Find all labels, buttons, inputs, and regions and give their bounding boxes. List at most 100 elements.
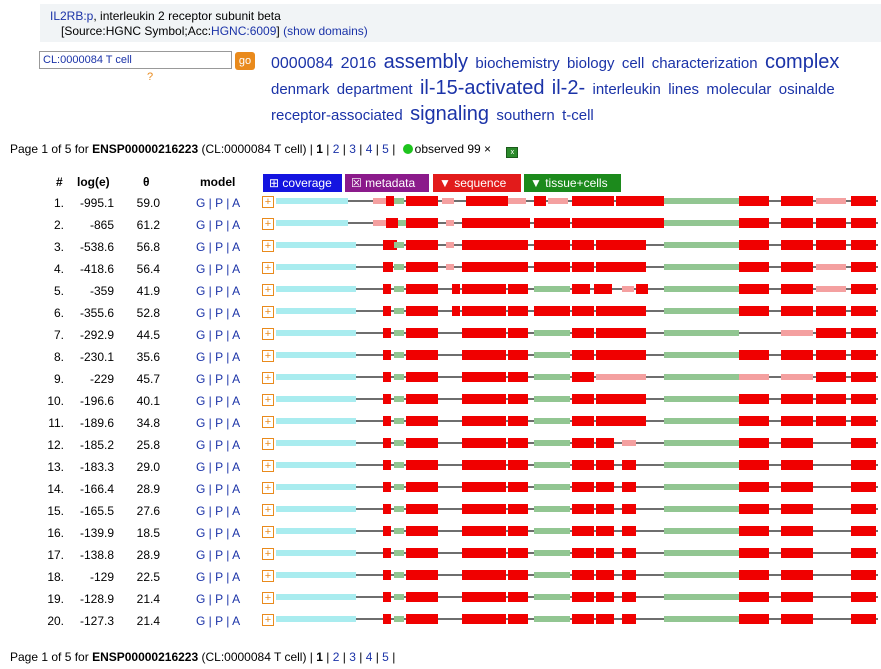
keyword-osinalde[interactable]: osinalde xyxy=(778,81,835,98)
model-link-g[interactable]: G xyxy=(196,526,206,540)
model-link-g[interactable]: G xyxy=(196,482,206,496)
pager-link-2[interactable]: 2 xyxy=(332,650,340,664)
peptide-coverage-track[interactable] xyxy=(276,348,878,362)
model-link-a[interactable]: A xyxy=(232,262,241,276)
keyword-biochemistry[interactable]: biochemistry xyxy=(475,55,560,72)
expand-row-icon[interactable]: + xyxy=(262,614,274,626)
model-link-a[interactable]: A xyxy=(232,570,241,584)
expand-row-icon[interactable]: + xyxy=(262,416,274,428)
tab-tissue-cells[interactable]: ▼ tissue+cells xyxy=(524,174,621,192)
model-link-a[interactable]: A xyxy=(232,328,241,342)
model-link-p[interactable]: P xyxy=(215,262,223,276)
keyword-2016[interactable]: 2016 xyxy=(340,55,377,72)
expand-row-icon[interactable]: + xyxy=(262,438,274,450)
model-link-g[interactable]: G xyxy=(196,570,206,584)
go-button[interactable]: go xyxy=(235,52,255,70)
expand-row-icon[interactable]: + xyxy=(262,262,274,274)
peptide-coverage-track[interactable] xyxy=(276,370,878,384)
model-link-g[interactable]: G xyxy=(196,592,206,606)
model-link-p[interactable]: P xyxy=(215,504,223,518)
model-link-a[interactable]: A xyxy=(232,196,241,210)
model-link-p[interactable]: P xyxy=(215,328,223,342)
keyword-t-cell[interactable]: t-cell xyxy=(562,107,594,124)
peptide-coverage-track[interactable] xyxy=(276,216,878,230)
help-icon[interactable]: ? xyxy=(147,71,154,83)
model-link-a[interactable]: A xyxy=(232,504,241,518)
model-link-g[interactable]: G xyxy=(196,196,206,210)
model-link-a[interactable]: A xyxy=(232,240,241,254)
model-link-a[interactable]: A xyxy=(232,306,241,320)
model-link-p[interactable]: P xyxy=(215,592,223,606)
expand-row-icon[interactable]: + xyxy=(262,284,274,296)
model-link-a[interactable]: A xyxy=(232,218,241,232)
peptide-coverage-track[interactable] xyxy=(276,568,878,582)
model-link-g[interactable]: G xyxy=(196,284,206,298)
model-link-a[interactable]: A xyxy=(232,438,241,452)
peptide-coverage-track[interactable] xyxy=(276,194,878,208)
model-link-g[interactable]: G xyxy=(196,218,206,232)
model-link-p[interactable]: P xyxy=(215,240,223,254)
peptide-coverage-track[interactable] xyxy=(276,326,878,340)
expand-row-icon[interactable]: + xyxy=(262,196,274,208)
peptide-coverage-track[interactable] xyxy=(276,502,878,516)
model-link-p[interactable]: P xyxy=(215,196,223,210)
model-link-a[interactable]: A xyxy=(232,482,241,496)
model-link-p[interactable]: P xyxy=(215,614,223,628)
expand-row-icon[interactable]: + xyxy=(262,218,274,230)
keyword-molecular[interactable]: molecular xyxy=(706,81,772,98)
model-link-a[interactable]: A xyxy=(232,526,241,540)
model-link-g[interactable]: G xyxy=(196,438,206,452)
keyword-denmark[interactable]: denmark xyxy=(271,81,330,98)
expand-row-icon[interactable]: + xyxy=(262,548,274,560)
pager-link-3[interactable]: 3 xyxy=(349,650,356,664)
peptide-coverage-track[interactable] xyxy=(276,546,878,560)
keyword-il-2-[interactable]: il-2- xyxy=(551,77,586,99)
peptide-coverage-track[interactable] xyxy=(276,282,878,296)
show-domains-link[interactable]: (show domains) xyxy=(283,24,368,38)
expand-row-icon[interactable]: + xyxy=(262,328,274,340)
expand-row-icon[interactable]: + xyxy=(262,526,274,538)
model-link-p[interactable]: P xyxy=(215,460,223,474)
model-link-a[interactable]: A xyxy=(232,460,241,474)
expand-row-icon[interactable]: + xyxy=(262,504,274,516)
model-link-p[interactable]: P xyxy=(215,306,223,320)
expand-row-icon[interactable]: + xyxy=(262,372,274,384)
keyword-0000084[interactable]: 0000084 xyxy=(271,55,334,72)
peptide-coverage-track[interactable] xyxy=(276,458,878,472)
peptide-coverage-track[interactable] xyxy=(276,480,878,494)
model-link-g[interactable]: G xyxy=(196,328,206,342)
expand-row-icon[interactable]: + xyxy=(262,394,274,406)
model-link-p[interactable]: P xyxy=(215,570,223,584)
expand-row-icon[interactable]: + xyxy=(262,592,274,604)
model-link-g[interactable]: G xyxy=(196,372,206,386)
peptide-coverage-track[interactable] xyxy=(276,304,878,318)
model-link-a[interactable]: A xyxy=(232,284,241,298)
peptide-coverage-track[interactable] xyxy=(276,436,878,450)
observed-count[interactable]: observed 99 × xyxy=(414,142,492,156)
model-link-p[interactable]: P xyxy=(215,438,223,452)
tab-metadata[interactable]: ☒ metadata xyxy=(345,174,429,192)
cell-type-search-input[interactable] xyxy=(39,51,232,69)
model-link-p[interactable]: P xyxy=(215,526,223,540)
peptide-coverage-track[interactable] xyxy=(276,590,878,604)
expand-row-icon[interactable]: + xyxy=(262,350,274,362)
model-link-g[interactable]: G xyxy=(196,614,206,628)
model-link-p[interactable]: P xyxy=(215,416,223,430)
model-link-g[interactable]: G xyxy=(196,548,206,562)
keyword-signaling[interactable]: signaling xyxy=(410,103,490,125)
model-link-p[interactable]: P xyxy=(215,548,223,562)
keyword-lines[interactable]: lines xyxy=(668,81,700,98)
expand-row-icon[interactable]: + xyxy=(262,460,274,472)
model-link-p[interactable]: P xyxy=(215,350,223,364)
peptide-coverage-track[interactable] xyxy=(276,260,878,274)
model-link-g[interactable]: G xyxy=(196,416,206,430)
gene-symbol-link[interactable]: IL2RB:p xyxy=(50,9,94,23)
peptide-coverage-track[interactable] xyxy=(276,392,878,406)
expand-row-icon[interactable]: + xyxy=(262,240,274,252)
keyword-il-15-activated[interactable]: il-15-activated xyxy=(419,77,545,99)
peptide-coverage-track[interactable] xyxy=(276,612,878,626)
model-link-g[interactable]: G xyxy=(196,504,206,518)
model-link-g[interactable]: G xyxy=(196,262,206,276)
model-link-p[interactable]: P xyxy=(215,372,223,386)
model-link-a[interactable]: A xyxy=(232,548,241,562)
